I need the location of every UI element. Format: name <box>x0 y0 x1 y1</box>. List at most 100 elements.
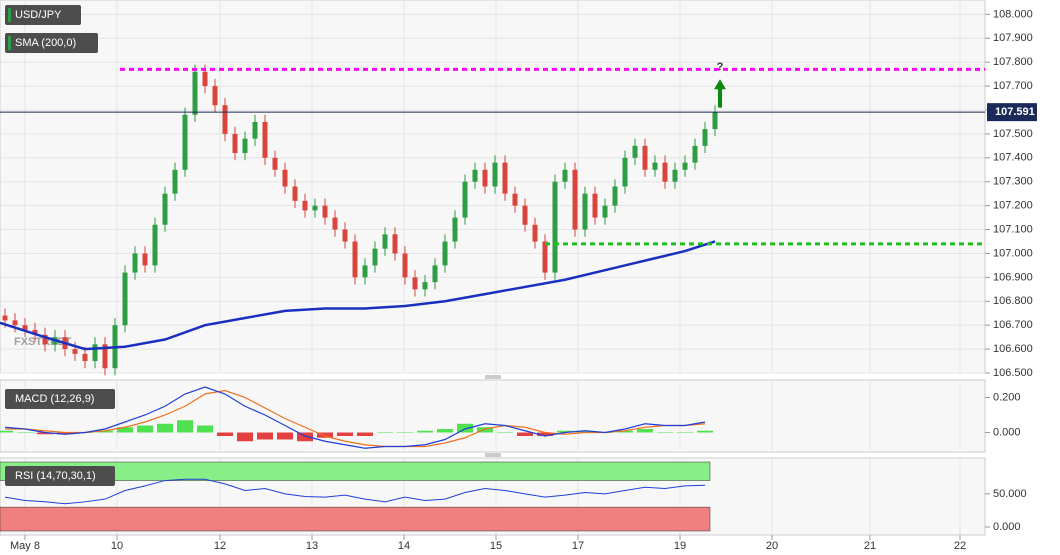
candle-body <box>282 169 288 187</box>
histogram-bar <box>217 432 233 436</box>
histogram-bar <box>677 432 693 433</box>
histogram-bar <box>457 423 473 433</box>
candle-body <box>482 169 488 187</box>
label-swatch <box>8 36 11 50</box>
x-tick-label: 10 <box>111 540 123 552</box>
candle-body <box>142 253 148 266</box>
macd-panel <box>0 379 986 453</box>
candle-body <box>212 86 218 106</box>
candle-body <box>522 205 528 225</box>
candle-body <box>82 353 88 362</box>
candle-body <box>182 114 188 170</box>
y-tick-label: 108.000 <box>993 8 1033 20</box>
x-tick-label: 13 <box>306 540 318 552</box>
x-tick-label: 20 <box>766 540 778 552</box>
candle-body <box>312 205 318 211</box>
candle-body <box>272 157 278 170</box>
label-swatch <box>8 8 11 22</box>
candle-body <box>452 217 458 242</box>
candle-body <box>132 253 138 273</box>
histogram-bar <box>417 430 433 433</box>
candle-body <box>582 193 588 230</box>
candle-body <box>602 205 608 218</box>
histogram-bar <box>17 432 33 433</box>
candle-body <box>492 162 498 187</box>
candle-body <box>352 241 358 278</box>
x-tick-label: 22 <box>954 540 966 552</box>
histogram-bar <box>517 432 533 436</box>
candle-body <box>222 105 228 134</box>
candle-body <box>202 71 208 87</box>
histogram-bar <box>657 432 673 433</box>
panel-handle <box>485 375 501 457</box>
rsi-line <box>4 478 706 505</box>
histogram-bar <box>577 430 593 433</box>
candle-body <box>122 272 128 326</box>
x-tick-label: 12 <box>214 540 226 552</box>
candle-body <box>622 157 628 187</box>
histogram-bar <box>477 427 493 433</box>
candle-body <box>652 162 658 170</box>
candle-body <box>612 186 618 206</box>
candle-body <box>572 169 578 230</box>
histogram-bar <box>157 423 173 433</box>
histogram-bar <box>617 430 633 433</box>
histogram-bar <box>537 432 553 436</box>
candle-body <box>512 193 518 206</box>
candle-body <box>42 334 48 345</box>
candle-body <box>412 277 418 290</box>
histogram-bar <box>177 420 193 433</box>
candle-body <box>462 181 468 218</box>
y-tick-label: 106.900 <box>993 271 1033 283</box>
candle-body <box>2 315 8 321</box>
candle-body <box>422 282 428 290</box>
candle-body <box>172 169 178 194</box>
signal-line <box>5 389 706 448</box>
overbought-band <box>0 461 711 481</box>
histogram-bar <box>557 430 573 433</box>
panel-label: SMA (200,0) <box>15 37 76 49</box>
candle-body <box>292 186 298 201</box>
histogram-bar <box>257 432 273 440</box>
histogram-bar <box>697 430 713 433</box>
histogram-bar <box>397 432 413 433</box>
last-price-label: 107.591 <box>995 106 1035 118</box>
x-tick-label: 15 <box>490 540 502 552</box>
x-tick-label: 17 <box>572 540 584 552</box>
histogram-bar <box>117 427 133 433</box>
candle-body <box>472 169 478 182</box>
macd-line <box>4 386 706 449</box>
oversold-band <box>0 506 711 532</box>
candle-body <box>712 112 718 130</box>
histogram-bar <box>437 429 453 433</box>
candle-body <box>192 71 198 115</box>
y-tick-label: 107.800 <box>993 56 1033 68</box>
annotation-arrowhead <box>714 79 726 90</box>
candle-body <box>332 217 338 230</box>
histogram-bar <box>37 432 53 435</box>
candle-body <box>232 133 238 154</box>
histogram-bar <box>637 429 653 433</box>
histogram-bar <box>137 425 153 433</box>
label-box <box>5 466 115 486</box>
histogram-bar <box>237 432 253 442</box>
candle-body <box>162 193 168 225</box>
candle-body <box>392 234 398 254</box>
y-tick-label: 107.000 <box>993 247 1033 259</box>
y-tick-label: 107.200 <box>993 200 1033 212</box>
x-tick-label: May 8 <box>10 540 40 552</box>
candle-body <box>322 205 328 218</box>
candle-body <box>22 325 28 330</box>
histogram-bar <box>0 430 13 433</box>
panel-label: RSI (14,70,30,1) <box>15 470 96 482</box>
label-box <box>5 33 98 53</box>
candle-body <box>362 265 368 278</box>
candle-body <box>302 200 308 211</box>
candle-body <box>152 224 158 266</box>
candle-body <box>342 229 348 242</box>
histogram-bar <box>97 430 113 433</box>
y-tick-label: 106.500 <box>993 367 1033 379</box>
candle-body <box>92 344 98 362</box>
y-tick-label: 0.000 <box>993 426 1021 438</box>
y-tick-label: 106.700 <box>993 319 1033 331</box>
